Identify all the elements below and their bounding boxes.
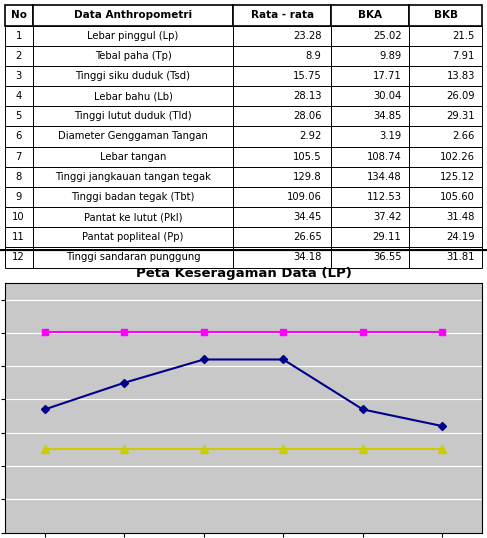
Title: Peta Keseragaman Data (LP): Peta Keseragaman Data (LP) xyxy=(135,267,352,280)
